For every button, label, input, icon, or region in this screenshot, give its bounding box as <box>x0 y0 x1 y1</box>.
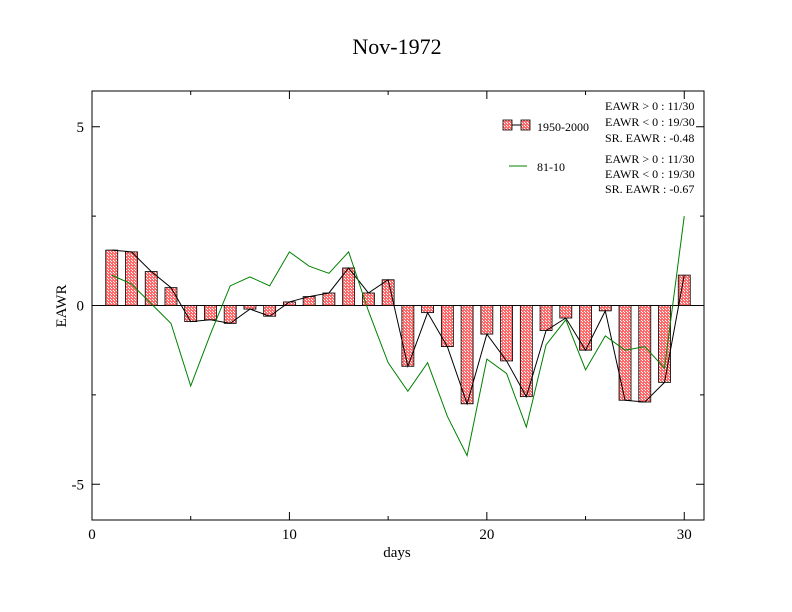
x-axis-label: days <box>383 545 411 561</box>
bar <box>381 279 395 306</box>
bar <box>618 305 632 401</box>
x-tick-label: 10 <box>282 527 297 543</box>
x-tick-label: 20 <box>479 527 494 543</box>
series-line-1950-2000 <box>111 249 685 406</box>
y-tick-label: 0 <box>77 299 85 315</box>
legend-stat: EAWR < 0 : 19/30 <box>605 115 695 129</box>
legend-label-line-series: 81-10 <box>537 160 565 174</box>
x-tick-label: 0 <box>88 527 96 543</box>
x-tick-label: 30 <box>677 527 692 543</box>
bar <box>204 305 217 321</box>
y-tick-label: 5 <box>77 120 85 136</box>
legend-swatch-right <box>520 119 531 131</box>
y-tick-label: -5 <box>72 477 85 493</box>
bar <box>144 271 158 306</box>
bar <box>401 305 415 367</box>
bar <box>440 305 454 348</box>
lines-layer <box>111 216 685 458</box>
legend-stat: EAWR < 0 : 19/30 <box>605 167 695 181</box>
legend-stat: SR. EAWR : -0.48 <box>605 131 694 145</box>
y-axis-label: EAWR <box>54 285 70 328</box>
bars-layer <box>105 249 691 405</box>
bar <box>638 305 652 403</box>
bar <box>421 305 435 314</box>
bar <box>480 305 494 335</box>
chart-title: Nov-1972 <box>352 34 441 59</box>
series-line-81-10 <box>111 216 685 458</box>
legend-stat: SR. EAWR : -0.67 <box>605 182 694 196</box>
bar <box>322 292 336 306</box>
bar <box>559 305 573 319</box>
bar <box>105 249 119 306</box>
bar <box>125 251 138 306</box>
legend-swatch-left <box>502 119 513 131</box>
legend-stat: EAWR > 0 : 11/30 <box>605 152 694 166</box>
bar <box>539 305 553 331</box>
bar <box>243 305 257 310</box>
legend-label-bar-series: 1950-2000 <box>537 120 589 134</box>
ticks-layer: 0 10 20 30 -5 0 5 <box>72 91 704 543</box>
legend-stat: EAWR > 0 : 11/30 <box>605 99 694 113</box>
bar <box>500 305 513 362</box>
bar <box>658 305 671 383</box>
legend: 1950-2000 EAWR > 0 : 11/30 EAWR < 0 : 19… <box>502 99 695 196</box>
bar <box>164 287 178 306</box>
bar <box>677 274 691 306</box>
